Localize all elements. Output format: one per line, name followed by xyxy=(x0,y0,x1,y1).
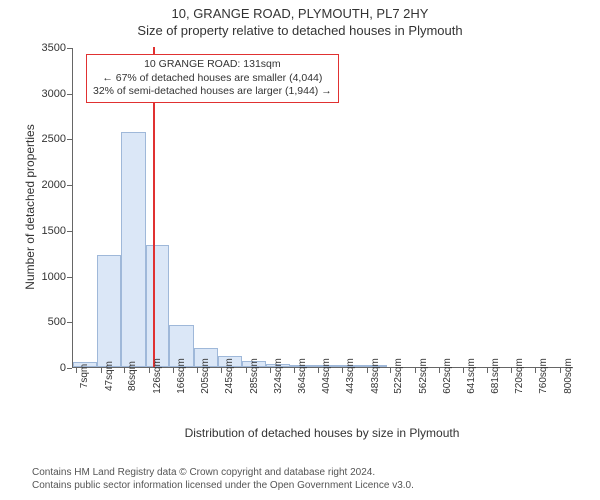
footer: Contains HM Land Registry data © Crown c… xyxy=(32,466,414,492)
xtick-label: 562sqm xyxy=(418,358,429,394)
histogram-bar xyxy=(97,255,121,367)
title-sub: Size of property relative to detached ho… xyxy=(0,21,600,38)
xtick-label: 760sqm xyxy=(538,358,549,394)
xtick-label: 443sqm xyxy=(345,358,356,394)
histogram-bar xyxy=(121,132,145,367)
xtick-label: 720sqm xyxy=(514,358,525,394)
xtick-mark xyxy=(76,368,77,373)
xtick-label: 522sqm xyxy=(393,358,404,394)
xtick-label: 641sqm xyxy=(466,358,477,394)
footer-line: Contains public sector information licen… xyxy=(32,479,414,492)
xtick-mark xyxy=(101,368,102,373)
ytick-label: 0 xyxy=(32,362,66,374)
xtick-mark xyxy=(487,368,488,373)
xtick-mark xyxy=(294,368,295,373)
ytick-label: 3000 xyxy=(32,88,66,100)
ytick-mark xyxy=(67,94,72,95)
xtick-mark xyxy=(367,368,368,373)
xtick-label: 364sqm xyxy=(297,358,308,394)
title-main: 10, GRANGE ROAD, PLYMOUTH, PL7 2HY xyxy=(0,0,600,21)
xtick-label: 602sqm xyxy=(442,358,453,394)
xtick-mark xyxy=(342,368,343,373)
ytick-mark xyxy=(67,231,72,232)
xtick-mark xyxy=(246,368,247,373)
xtick-mark xyxy=(318,368,319,373)
ytick-label: 2500 xyxy=(32,133,66,145)
footer-line: Contains HM Land Registry data © Crown c… xyxy=(32,466,414,479)
xtick-label: 205sqm xyxy=(200,358,211,394)
xtick-label: 404sqm xyxy=(321,358,332,394)
ytick-mark xyxy=(67,277,72,278)
xtick-mark xyxy=(221,368,222,373)
xtick-label: 285sqm xyxy=(249,358,260,394)
ytick-label: 1000 xyxy=(32,271,66,283)
ytick-mark xyxy=(67,368,72,369)
ytick-label: 3500 xyxy=(32,42,66,54)
ytick-label: 1500 xyxy=(32,225,66,237)
annotation-box: 10 GRANGE ROAD: 131sqm ← 67% of detached… xyxy=(86,54,339,103)
xtick-mark xyxy=(124,368,125,373)
xtick-mark xyxy=(149,368,150,373)
ytick-label: 500 xyxy=(32,316,66,328)
xtick-label: 324sqm xyxy=(273,358,284,394)
histogram-bar xyxy=(146,245,170,367)
xtick-label: 681sqm xyxy=(490,358,501,394)
annotation-line: ← 67% of detached houses are smaller (4,… xyxy=(93,72,332,86)
xtick-mark xyxy=(439,368,440,373)
annotation-line: 32% of semi-detached houses are larger (… xyxy=(93,85,332,99)
xtick-mark xyxy=(173,368,174,373)
xtick-label: 800sqm xyxy=(563,358,574,394)
xtick-label: 245sqm xyxy=(224,358,235,394)
xtick-label: 47sqm xyxy=(104,361,115,391)
xtick-label: 86sqm xyxy=(127,361,138,391)
xtick-label: 7sqm xyxy=(79,364,90,388)
xtick-label: 166sqm xyxy=(176,358,187,394)
xtick-mark xyxy=(560,368,561,373)
xtick-mark xyxy=(390,368,391,373)
ytick-mark xyxy=(67,322,72,323)
ytick-mark xyxy=(67,185,72,186)
xtick-mark xyxy=(463,368,464,373)
xtick-mark xyxy=(415,368,416,373)
chart-container: 10, GRANGE ROAD, PLYMOUTH, PL7 2HY Size … xyxy=(0,0,600,500)
xtick-mark xyxy=(270,368,271,373)
ytick-mark xyxy=(67,48,72,49)
xtick-mark xyxy=(511,368,512,373)
xtick-label: 483sqm xyxy=(370,358,381,394)
xtick-label: 126sqm xyxy=(152,358,163,394)
ytick-label: 2000 xyxy=(32,179,66,191)
xtick-mark xyxy=(197,368,198,373)
xtick-mark xyxy=(535,368,536,373)
x-axis-label: Distribution of detached houses by size … xyxy=(72,426,572,440)
ytick-mark xyxy=(67,139,72,140)
annotation-line: 10 GRANGE ROAD: 131sqm xyxy=(93,58,332,72)
